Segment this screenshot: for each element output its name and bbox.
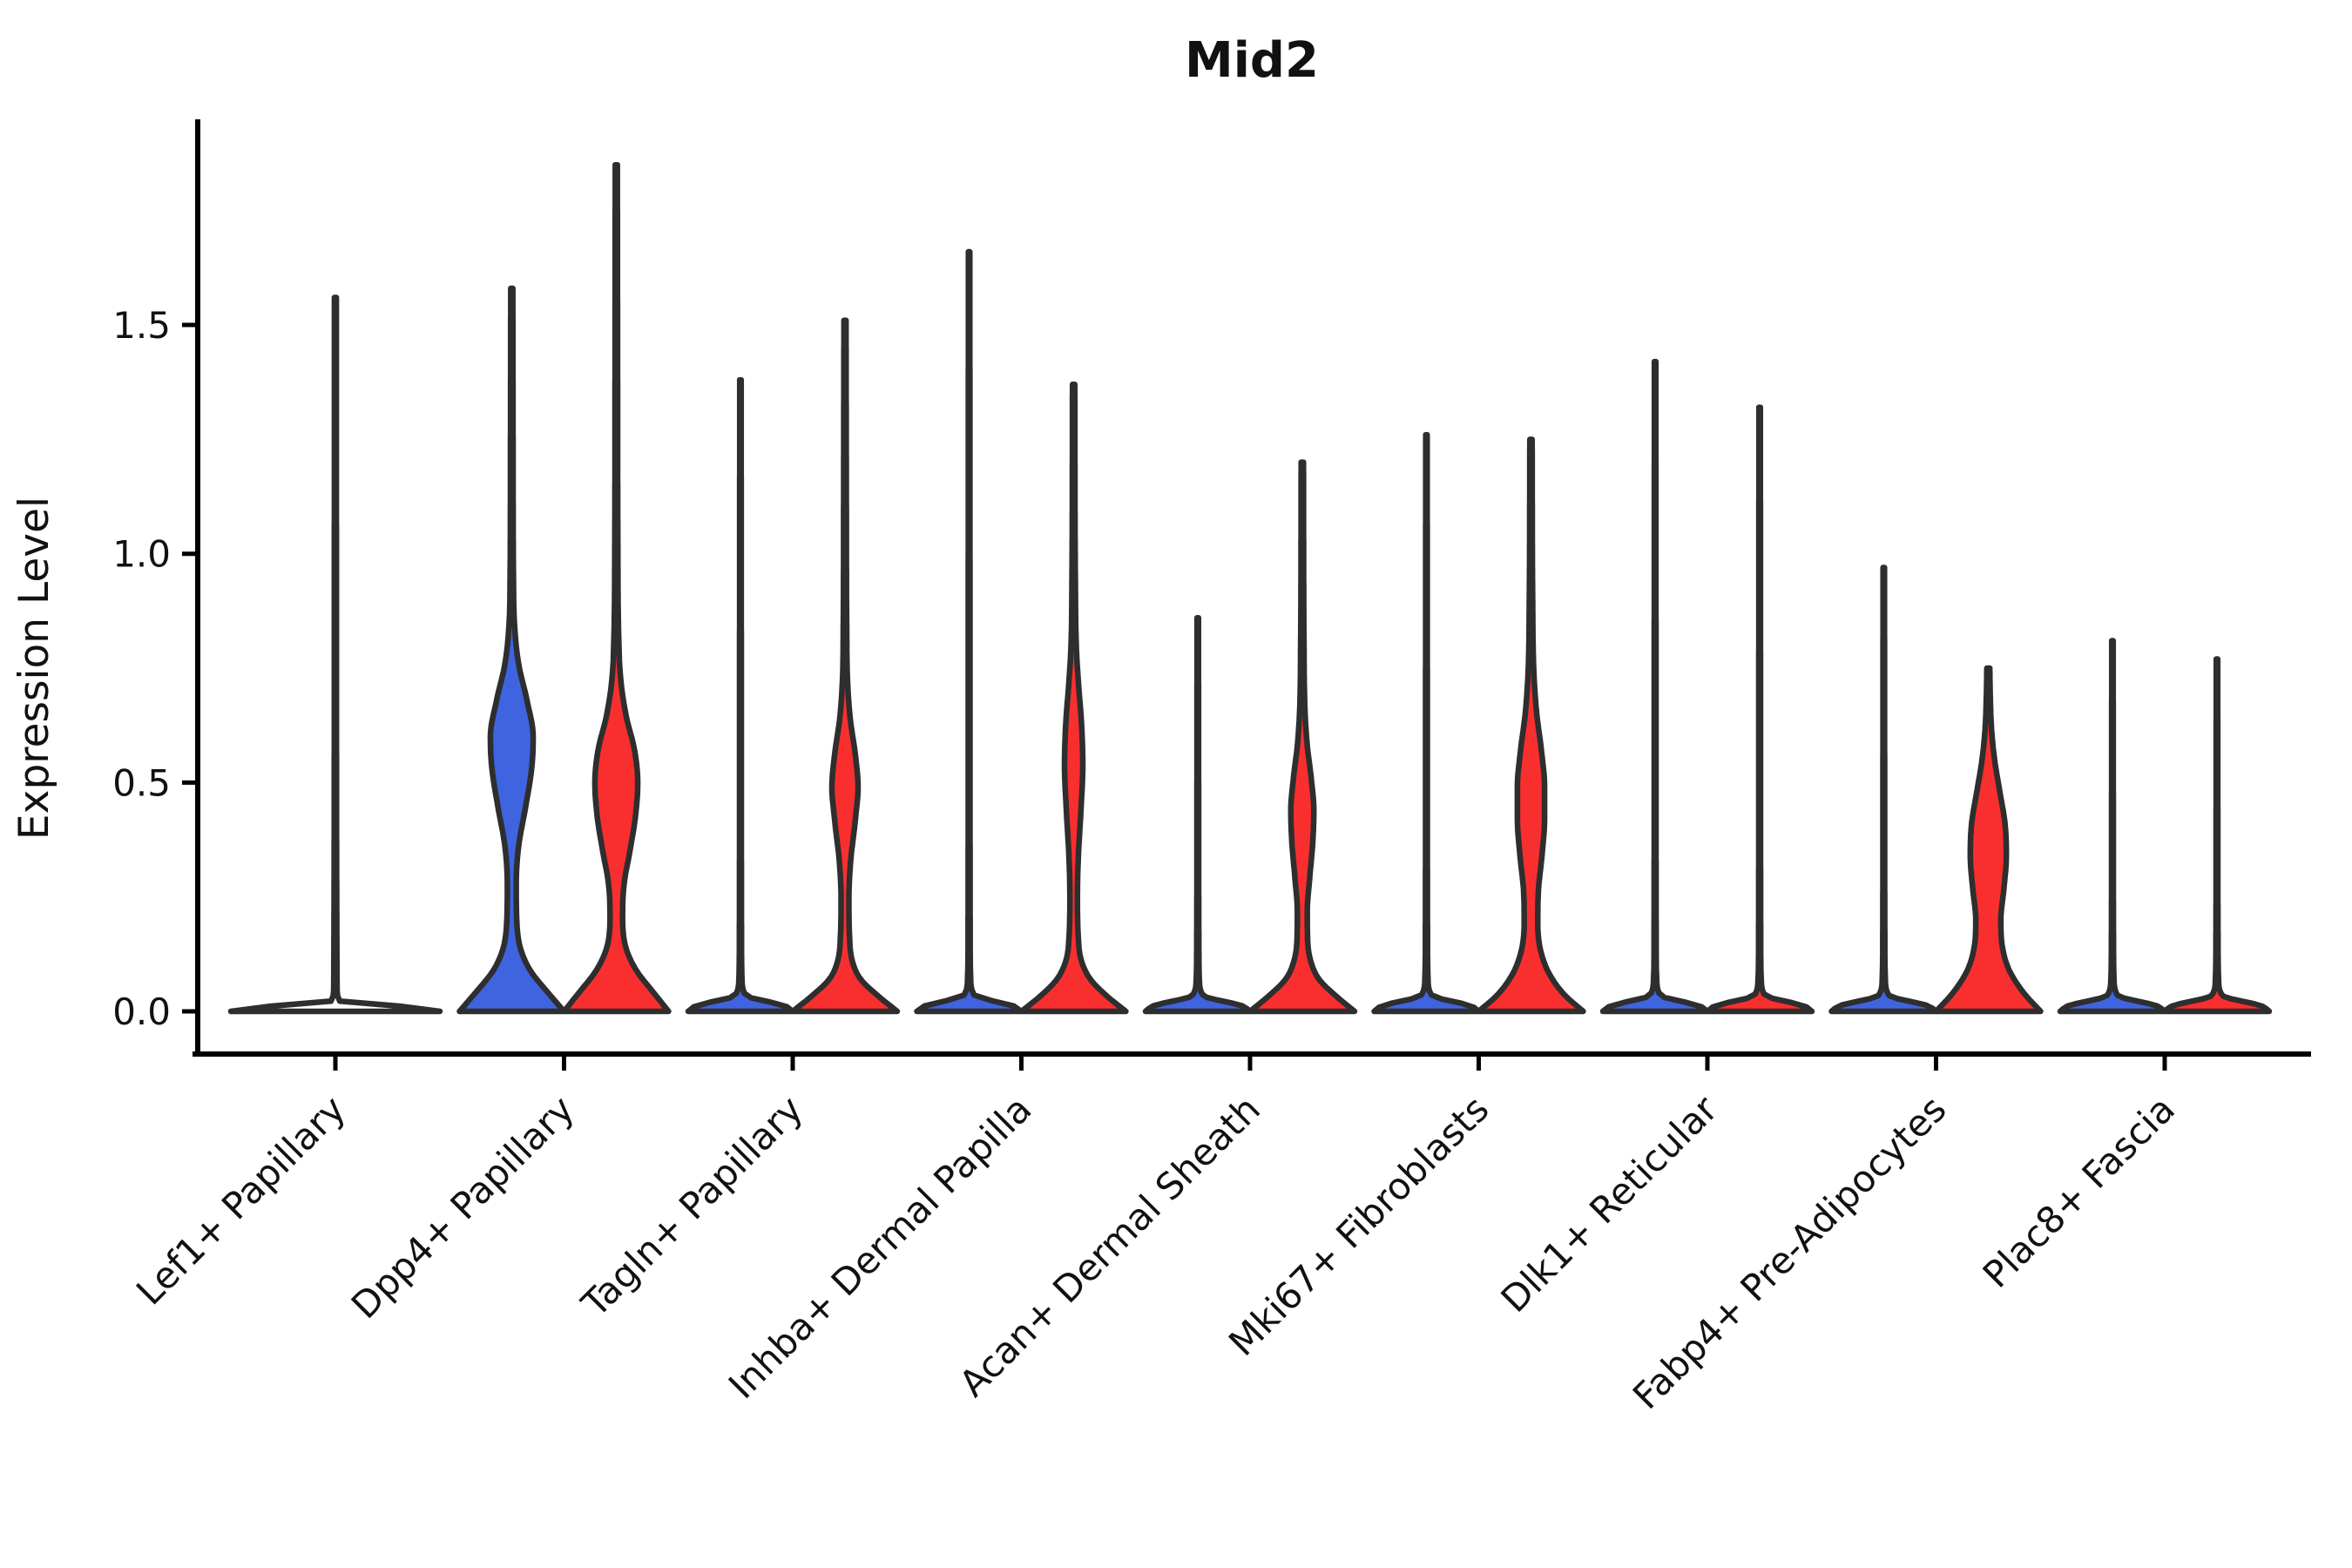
y-tick-label-1.5: 1.5 [112, 304, 171, 347]
x-tick-label-tagln-papillary: Tagln+ Papillary [573, 1087, 811, 1325]
violin-series [227, 161, 2273, 1015]
violin-dlk1-reticular-left [1599, 358, 1711, 1015]
violin-inhba-dermal-papilla-left [914, 248, 1024, 1015]
violin-tagln-papillary-left [685, 376, 796, 1015]
chart-title: Mid2 [1185, 32, 1319, 89]
x-tick-label-plac8-fascia: Plac8+ Fascia [1975, 1087, 2183, 1295]
x-tick-label-dlk1-reticular: Dlk1+ Reticular [1493, 1087, 1727, 1321]
violin-plac8-fascia-right [2161, 656, 2273, 1015]
violin-acan-dermal-sheath-right [1247, 459, 1358, 1015]
violin-plac8-fascia-left [2057, 638, 2168, 1015]
violin-mki67-fibroblasts-left [1371, 431, 1482, 1015]
violin-mki67-fibroblasts-right [1476, 436, 1586, 1015]
x-tick-label-lef1-papillary: Lef1+ Papillary [128, 1087, 354, 1313]
y-axis-ticks: 0.0 0.5 1.0 1.5 [112, 304, 198, 1033]
y-tick-label-0.0: 0.0 [112, 990, 171, 1033]
violin-acan-dermal-sheath-left [1142, 614, 1254, 1015]
y-tick-label-0.5: 0.5 [112, 761, 171, 804]
x-tick-label-dpp4-papillary: Dpp4+ Papillary [343, 1087, 583, 1327]
x-tick-label-mki67-fibroblasts: Mki67+ Fibroblasts [1220, 1087, 1497, 1363]
violin-dpp4-papillary-right [561, 161, 672, 1015]
violin-dlk1-reticular-right [1704, 404, 1815, 1015]
y-tick-label-1.0: 1.0 [112, 533, 171, 576]
y-axis-label: Expression Level [10, 497, 58, 840]
violin-inhba-dermal-papilla-right [1018, 382, 1129, 1015]
violin-dpp4-papillary-left [456, 285, 567, 1015]
violin-fabp4-pre-adipocytes-right [1933, 665, 2044, 1015]
violin-tagln-papillary-right [789, 317, 901, 1015]
violin-lef1-papillary-center [227, 294, 443, 1015]
violin-fabp4-pre-adipocytes-left [1828, 564, 1939, 1015]
